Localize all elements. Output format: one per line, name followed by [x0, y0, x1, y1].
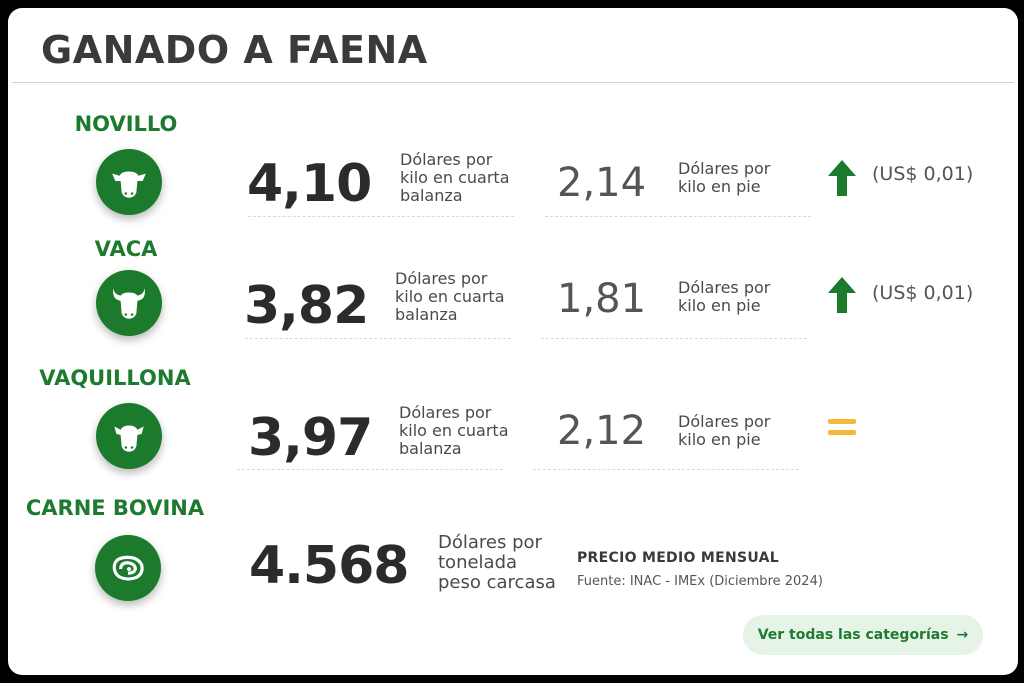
divider: [533, 469, 799, 470]
novillo-pie-price: 2,14: [557, 160, 647, 206]
title-divider: [12, 82, 1014, 83]
meat-cut-icon: [95, 535, 161, 601]
ver-categorias-button[interactable]: Ver todas las categorías →: [743, 615, 983, 655]
category-label-novillo: NOVILLO: [74, 112, 178, 136]
novillo-pie-desc: Dólares por kilo en pie: [678, 159, 771, 196]
divider: [245, 338, 511, 339]
vaca-price-desc: Dólares por kilo en cuarta balanza: [395, 269, 505, 324]
category-label-carne-bovina: CARNE BOVINA: [25, 496, 205, 520]
category-label-vaquillona: VAQUILLONA: [39, 366, 191, 390]
page-title: GANADO A FAENA: [41, 28, 428, 72]
ganado-card: GANADO A FAENA NOVILLO 4,10 Dólares por k…: [8, 8, 1018, 675]
divider: [541, 338, 807, 339]
novillo-change: (US$ 0,01): [872, 163, 974, 185]
vaquillona-pie-price: 2,12: [557, 408, 647, 454]
cow-head-icon: [96, 149, 162, 215]
category-label-vaca: VACA: [94, 237, 158, 261]
novillo-price-desc: Dólares por kilo en cuarta balanza: [400, 150, 510, 205]
vaquillona-price-desc: Dólares por kilo en cuarta balanza: [399, 403, 509, 458]
cow-horns-icon: [96, 270, 162, 336]
arrow-right-icon: →: [956, 627, 969, 643]
vaca-pie-price: 1,81: [557, 276, 647, 322]
carne-price: 4.568: [249, 536, 409, 596]
vaquillona-price: 3,97: [248, 408, 373, 468]
arrow-up-icon: [828, 160, 856, 196]
vaca-pie-desc: Dólares por kilo en pie: [678, 278, 771, 315]
divider: [248, 216, 514, 217]
vaquillona-pie-desc: Dólares por kilo en pie: [678, 412, 771, 449]
arrow-up-icon: [828, 277, 856, 313]
vaca-change: (US$ 0,01): [872, 282, 974, 304]
divider: [237, 469, 503, 470]
source-note: Fuente: INAC - IMEx (Diciembre 2024): [577, 574, 823, 589]
carne-desc: Dólares por tonelada peso carcasa: [438, 532, 556, 593]
precio-medio-title: PRECIO MEDIO MENSUAL: [577, 550, 779, 566]
divider: [545, 216, 811, 217]
novillo-price: 4,10: [247, 154, 372, 214]
button-label: Ver todas las categorías: [757, 627, 949, 643]
heifer-head-icon: [96, 403, 162, 469]
vaca-price: 3,82: [244, 276, 369, 336]
equals-icon: [828, 419, 856, 441]
